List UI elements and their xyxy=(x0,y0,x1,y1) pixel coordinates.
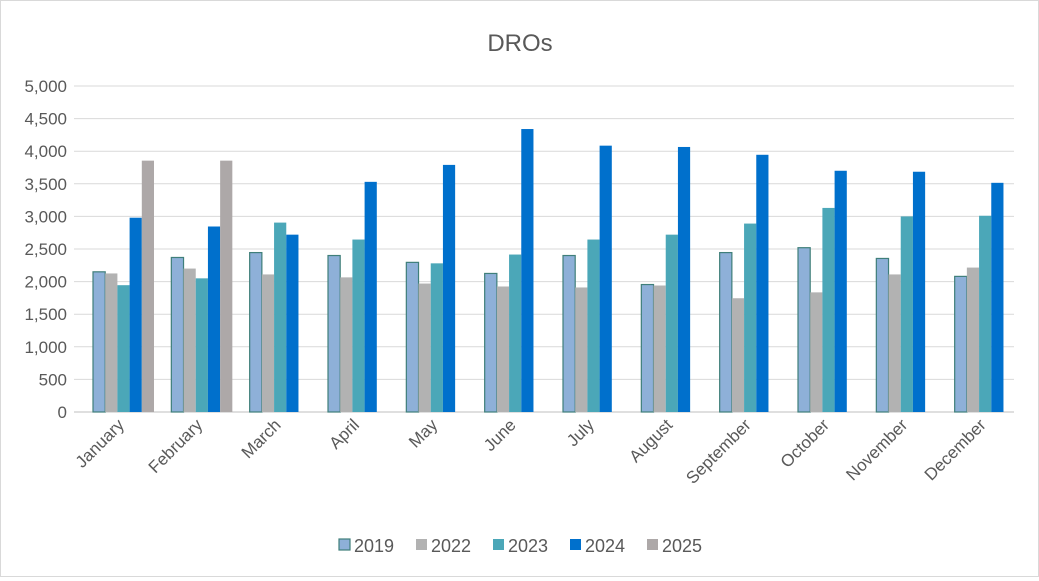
bar-2023-april xyxy=(352,239,365,412)
legend-label: 2022 xyxy=(431,536,471,556)
bar-2022-january xyxy=(105,273,118,412)
bar-2024-may xyxy=(442,164,456,412)
bar-2025-february xyxy=(220,160,233,412)
x-tick-label: December xyxy=(921,415,990,484)
bar-2019-august xyxy=(640,283,655,413)
x-tick-label: June xyxy=(480,415,520,455)
x-tick-label: January xyxy=(72,415,129,472)
bar-2023-february xyxy=(195,278,208,412)
bar-2024-june xyxy=(521,129,534,413)
bar-2019-february xyxy=(170,256,185,413)
bar-2023-may xyxy=(430,263,443,412)
bar-2024-july xyxy=(599,145,612,412)
y-tick-label: 1,500 xyxy=(24,305,67,324)
bar-2022-august xyxy=(653,285,666,412)
y-tick-label: 3,500 xyxy=(24,175,67,194)
bar-2023-january xyxy=(117,285,130,412)
bar-2022-october xyxy=(810,292,823,412)
bar-2022-march xyxy=(261,274,275,412)
bar-2023-august xyxy=(665,234,678,412)
bar-2024-august xyxy=(677,146,691,412)
bar-2022-june xyxy=(496,286,510,412)
bar-2025-january xyxy=(141,160,154,412)
x-tick-label: February xyxy=(145,415,207,477)
bar-2023-june xyxy=(509,254,522,412)
legend-swatch-2023 xyxy=(493,539,504,550)
x-tick-label: July xyxy=(563,415,598,450)
bar-2023-october xyxy=(822,207,835,412)
y-tick-label: 4,000 xyxy=(24,142,67,161)
x-tick-label: April xyxy=(326,415,363,452)
bar-2024-april xyxy=(364,181,377,412)
bar-2023-november xyxy=(900,216,913,412)
legend-swatch-2025 xyxy=(647,539,658,550)
bar-2023-july xyxy=(587,239,600,412)
bar-2022-september xyxy=(731,298,745,412)
x-tick-label: September xyxy=(682,415,754,487)
bar-2023-september xyxy=(744,223,757,412)
bar-2024-january xyxy=(129,217,142,412)
bar-2022-july xyxy=(575,287,588,412)
bar-2024-march xyxy=(286,234,299,412)
y-tick-label: 2,000 xyxy=(24,273,67,292)
bar-2024-december xyxy=(991,182,1004,412)
y-tick-label: 2,500 xyxy=(24,240,67,259)
legend-label: 2019 xyxy=(354,536,394,556)
bar-2022-february xyxy=(183,268,196,412)
bar-2019-september xyxy=(719,251,733,413)
x-tick-label: May xyxy=(405,415,441,451)
x-tick-label: November xyxy=(842,415,911,484)
legend-label: 2023 xyxy=(508,536,548,556)
legend-label: 2024 xyxy=(585,536,625,556)
bar-2023-march xyxy=(274,222,287,412)
bar-2024-february xyxy=(207,226,221,412)
bar-2019-june xyxy=(484,272,498,413)
y-tick-label: 500 xyxy=(39,370,67,389)
bar-2019-october xyxy=(797,247,811,413)
bar-2019-may xyxy=(405,261,420,413)
bar-2024-november xyxy=(912,171,926,412)
bar-2019-january xyxy=(92,271,106,413)
y-tick-label: 5,000 xyxy=(24,77,67,96)
bar-2022-may xyxy=(418,283,431,412)
bar-2022-november xyxy=(888,274,901,412)
bar-2022-december xyxy=(966,267,980,412)
bar-2024-september xyxy=(756,154,769,412)
bar-2019-march xyxy=(249,251,263,413)
bar-2019-december xyxy=(954,275,968,413)
y-tick-label: 3,000 xyxy=(24,207,67,226)
legend-swatch-2022 xyxy=(416,539,427,550)
bar-2019-november xyxy=(875,257,890,413)
y-tick-label: 4,500 xyxy=(24,110,67,129)
bar-2019-july xyxy=(562,254,576,413)
legend-label: 2025 xyxy=(662,536,702,556)
x-tick-label: August xyxy=(625,415,676,466)
legend-swatch-2024 xyxy=(570,539,581,550)
bar-2024-october xyxy=(834,170,847,412)
bar-2022-april xyxy=(340,277,353,412)
bar-2023-december xyxy=(979,215,992,412)
chart-title: DROs xyxy=(487,30,552,57)
x-tick-label: March xyxy=(238,415,285,462)
y-tick-label: 0 xyxy=(58,403,67,422)
y-tick-label: 1,000 xyxy=(24,338,67,357)
bar-2019-april xyxy=(327,254,341,413)
x-tick-label: October xyxy=(777,415,833,471)
legend-swatch-2019 xyxy=(338,538,351,551)
